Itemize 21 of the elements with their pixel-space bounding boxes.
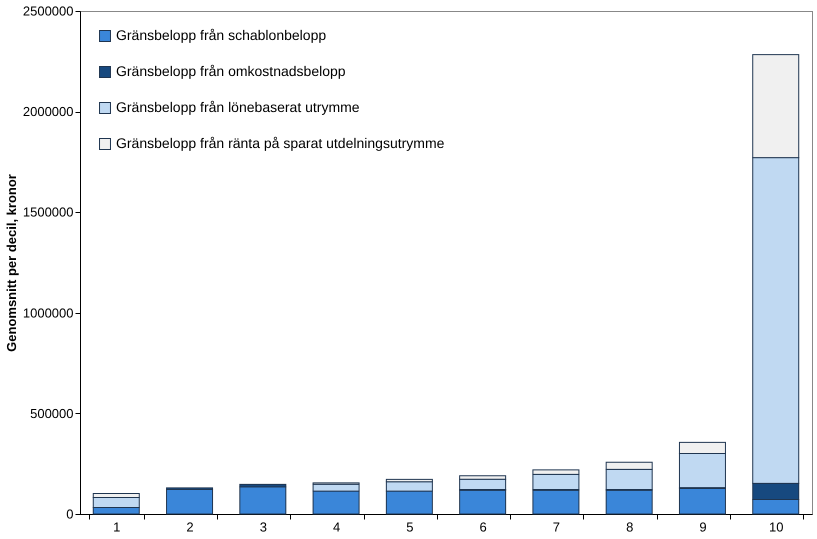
- y-axis-title: Genomsnitt per decil, kronor: [4, 174, 19, 352]
- y-tick-label: 0: [66, 506, 74, 522]
- x-tick-label: 2: [186, 520, 194, 534]
- y-tick-label: 1000000: [22, 305, 74, 320]
- x-tick-label: 3: [260, 520, 267, 534]
- x-tick-label: 10: [768, 520, 784, 534]
- x-tick-label: 5: [406, 520, 414, 534]
- x-tick-label: 8: [626, 520, 634, 534]
- x-tick-label: 7: [552, 520, 560, 534]
- y-tick-label: 500000: [30, 406, 74, 421]
- legend-label: Gränsbelopp från lönebaserat utrymme: [116, 99, 360, 115]
- y-tick-label: 2000000: [22, 104, 74, 120]
- legend-label: Gränsbelopp från ränta på sparat utdelningsutrymme: [116, 135, 445, 151]
- legend-label: Gränsbelopp från omkostnadsbelopp: [116, 63, 346, 79]
- legend-label: Gränsbelopp från schablonbelopp: [116, 27, 326, 43]
- x-tick-label: 4: [332, 520, 340, 534]
- x-tick-label: 1: [113, 520, 120, 534]
- x-tick-label: 6: [480, 520, 487, 534]
- y-tick-label: 2500000: [22, 4, 74, 18]
- x-tick-label: 9: [699, 520, 707, 534]
- y-tick-label: 1500000: [22, 204, 74, 220]
